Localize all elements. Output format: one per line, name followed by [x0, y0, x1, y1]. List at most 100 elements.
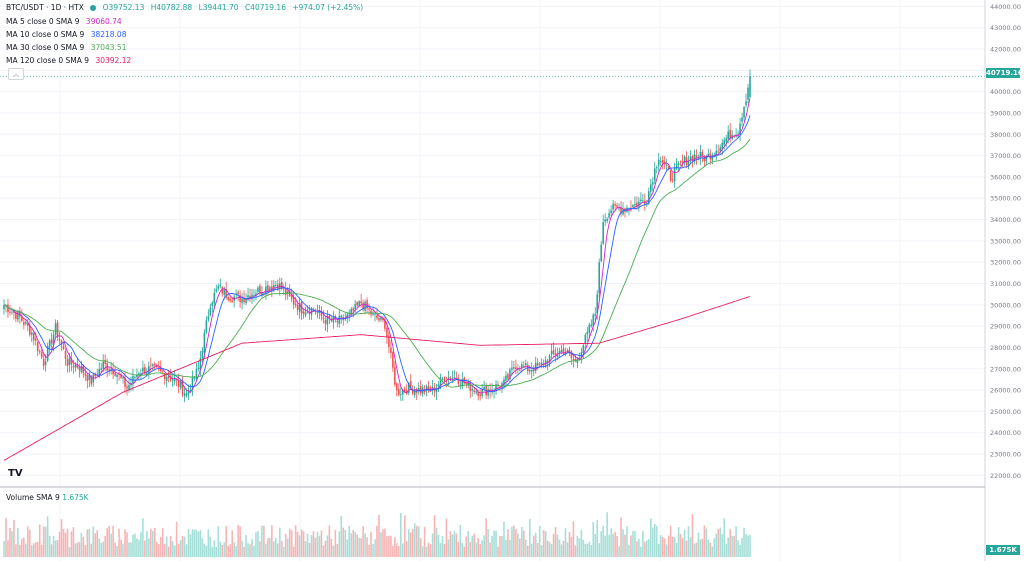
volume-bar [586, 543, 589, 557]
volume-bar [46, 516, 49, 557]
volume-bar [648, 538, 650, 557]
volume-bar [695, 542, 698, 557]
y-tick-label: 30000.00 [990, 301, 1021, 309]
volume-bar [199, 530, 202, 557]
candle-body [683, 156, 686, 163]
volume-bar [360, 538, 362, 557]
volume-bar [588, 541, 591, 557]
ohlc-low: L39441.70 [198, 3, 239, 12]
indicator-value: 38218.08 [90, 30, 127, 39]
volume-bar [92, 526, 95, 557]
volume-bar [550, 543, 553, 557]
volume-bar [521, 526, 523, 557]
volume-bar [699, 539, 702, 557]
volume-bar [400, 512, 402, 557]
volume-bar [630, 535, 632, 557]
candle-body [532, 369, 535, 372]
candle-body [366, 300, 368, 309]
candle-body [594, 313, 597, 316]
candle-body [217, 286, 220, 289]
volume-bar [517, 533, 519, 557]
candle-body [304, 312, 307, 316]
volume-bar [743, 527, 745, 557]
indicator-legend-ma10[interactable]: MA 10 close 0 SMA 9 38218.08 [6, 30, 130, 40]
volume-bar [288, 528, 291, 557]
symbol-label[interactable]: BTC/USDT · 1D · HTX [6, 3, 84, 12]
candle-body [88, 374, 91, 381]
candle-body [398, 388, 400, 396]
volume-bar [161, 528, 164, 557]
candle-body [443, 377, 446, 382]
volume-bar [106, 528, 108, 557]
volume-bar [13, 519, 15, 557]
candle-body [27, 323, 29, 326]
candle-body [453, 377, 456, 378]
volume-bar [116, 546, 118, 557]
volume-bar [229, 544, 231, 557]
volume-bar [159, 537, 162, 557]
volume-bar [50, 544, 53, 557]
candle-body [108, 369, 110, 371]
candle-body [419, 386, 422, 393]
volume-bar [118, 528, 120, 557]
volume-bar [11, 531, 13, 557]
volume-bar [237, 525, 239, 557]
volume-bar [102, 541, 105, 557]
candle-body [707, 153, 710, 156]
candle-body [167, 376, 170, 378]
candle-body [354, 303, 356, 310]
volume-legend[interactable]: Volume SMA 9 1.675K [6, 493, 89, 502]
candle-body [717, 151, 720, 153]
indicator-legend-ma30[interactable]: MA 30 close 0 SMA 9 37043.51 [6, 43, 130, 53]
volume-bar [187, 528, 190, 557]
volume-bar [7, 540, 9, 557]
volume-bar [707, 539, 710, 557]
volume-bar [691, 514, 694, 557]
candle-body [483, 387, 485, 390]
volume-bar [580, 529, 583, 557]
volume-bar [292, 546, 295, 557]
volume-bar [86, 529, 89, 557]
candle-body [261, 292, 263, 296]
candle-body [648, 191, 650, 204]
candle-body [330, 319, 333, 321]
candle-body [269, 287, 271, 290]
volume-bar [72, 527, 75, 557]
volume-bar [284, 533, 287, 557]
volume-bar [261, 525, 263, 557]
volume-bar [378, 514, 380, 557]
volume-bar [733, 536, 735, 557]
candle-body [509, 369, 511, 380]
volume-bar [560, 544, 563, 557]
volume-bar [286, 538, 289, 557]
volume-bar [48, 535, 51, 557]
volume-bar [419, 538, 422, 557]
volume-value: 1.675K [62, 493, 89, 502]
candle-body [667, 166, 670, 170]
candle-body [3, 304, 5, 310]
volume-bar [417, 526, 420, 557]
volume-bar [616, 536, 618, 557]
indicator-legend-ma5[interactable]: MA 5 close 0 SMA 9 39060.74 [6, 17, 126, 27]
indicator-legend-ma120[interactable]: MA 120 close 0 SMA 9 30392.12 [6, 56, 135, 66]
candle-body [459, 384, 462, 386]
volume-bar [342, 527, 345, 557]
volume-bar [513, 525, 515, 557]
candle-body [245, 298, 247, 303]
volume-bar [128, 542, 130, 557]
collapse-legend-button[interactable]: ︿ [8, 68, 24, 80]
volume-bar [455, 533, 458, 557]
candle-body [653, 168, 656, 181]
volume-bar [489, 542, 491, 557]
candle-body [491, 389, 493, 393]
volume-bar [651, 527, 654, 557]
volume-bar [221, 545, 224, 557]
volume-bar [138, 539, 140, 557]
volume-bar [330, 538, 333, 557]
candle-body [72, 366, 75, 368]
volume-bar [376, 525, 378, 557]
volume-bar [245, 534, 247, 557]
tradingview-logo[interactable]: TV [8, 468, 23, 479]
